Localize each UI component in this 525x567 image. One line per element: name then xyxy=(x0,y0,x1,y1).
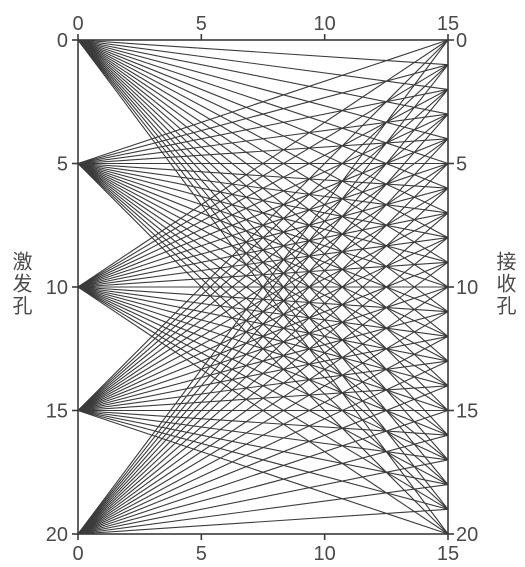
ray-line xyxy=(78,139,448,411)
ray-line xyxy=(78,139,448,164)
x-tick-label-bottom: 10 xyxy=(314,543,336,565)
y-tick-label-right: 20 xyxy=(456,524,478,546)
ray-line xyxy=(78,65,448,534)
y-tick-label-right: 10 xyxy=(456,277,478,299)
y-tick-label-left: 5 xyxy=(57,154,68,176)
ray-lines xyxy=(78,40,448,534)
x-tick-label-top: 5 xyxy=(196,13,207,35)
ray-line xyxy=(78,238,448,534)
ray-line xyxy=(78,139,448,287)
ray-line xyxy=(78,139,448,534)
x-tick-label-bottom: 0 xyxy=(72,543,83,565)
y-tick-label-right: 5 xyxy=(456,154,467,176)
ray-line xyxy=(78,40,448,89)
ray-line xyxy=(78,509,448,534)
x-tick-label-top: 0 xyxy=(72,13,83,35)
ray-line xyxy=(78,188,448,534)
y-tick-label-left: 0 xyxy=(57,30,68,52)
x-tick-label-top: 10 xyxy=(314,13,336,35)
x-tick-label-bottom: 5 xyxy=(196,543,207,565)
plot-svg: 0055101015150510152005101520 xyxy=(0,0,525,567)
ray-line xyxy=(78,65,448,411)
y-tick-label-right: 15 xyxy=(456,401,478,423)
ray-line xyxy=(78,435,448,534)
ray-line xyxy=(78,40,448,139)
ray-line xyxy=(78,262,448,534)
y-tick-label-right: 0 xyxy=(456,30,467,52)
y-axis-label-right: 接收孔 xyxy=(490,251,519,317)
ray-line xyxy=(78,65,448,287)
ray-line xyxy=(78,89,448,287)
ray-diagram: 0055101015150510152005101520 激发孔 接收孔 xyxy=(0,0,525,567)
ray-line xyxy=(78,89,448,163)
ray-line xyxy=(78,485,448,534)
ray-line xyxy=(78,40,448,65)
y-tick-label-left: 10 xyxy=(46,277,68,299)
x-tick-label-bottom: 15 xyxy=(437,543,459,565)
y-tick-label-left: 20 xyxy=(46,524,68,546)
ray-line xyxy=(78,312,448,534)
y-tick-label-left: 15 xyxy=(46,401,68,423)
ray-line xyxy=(78,361,448,534)
y-axis-label-left: 激发孔 xyxy=(6,251,35,317)
